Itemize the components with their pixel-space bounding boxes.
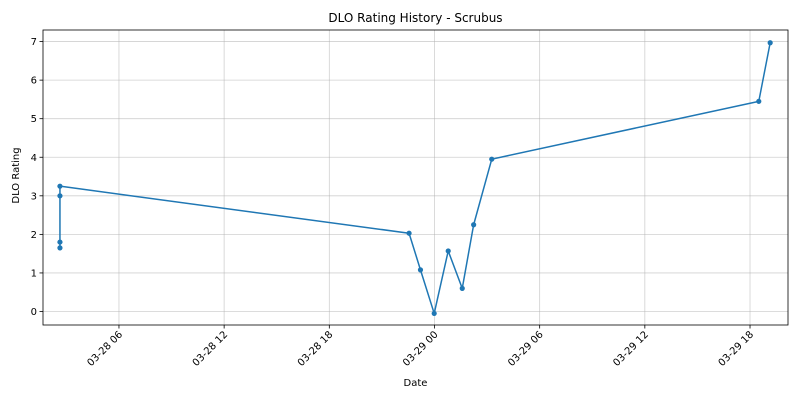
- data-point: [57, 245, 63, 251]
- y-tick-label: 0: [31, 307, 37, 318]
- y-tick-label: 5: [31, 114, 37, 125]
- y-tick-label: 7: [31, 37, 37, 48]
- y-tick-label: 4: [31, 153, 37, 164]
- data-point: [57, 193, 63, 199]
- data-point: [57, 183, 63, 189]
- x-axis-label: Date: [404, 378, 428, 389]
- y-axis-label: DLO Rating: [11, 147, 22, 203]
- y-tick-labels: 0 1 2 3 4 5 6 7: [31, 37, 37, 318]
- data-point: [431, 310, 437, 317]
- series-layer: [57, 40, 773, 317]
- chart-title: DLO Rating History - Scrubus: [328, 11, 502, 25]
- data-point: [406, 230, 412, 236]
- data-point: [756, 98, 762, 104]
- plot-frame: [42, 29, 789, 326]
- data-point: [459, 285, 465, 291]
- data-point: [767, 40, 773, 46]
- grid-lines: [43, 30, 788, 325]
- y-tick-label: 2: [31, 230, 37, 241]
- data-point: [445, 248, 451, 254]
- data-point: [471, 222, 477, 228]
- data-point: [489, 156, 495, 162]
- y-tick-label: 3: [31, 191, 37, 202]
- data-point: [57, 239, 63, 245]
- y-tick-label: 1: [31, 268, 37, 279]
- y-tick-label: 6: [31, 76, 37, 87]
- data-point: [417, 267, 424, 273]
- tick-marks: [39, 41, 751, 329]
